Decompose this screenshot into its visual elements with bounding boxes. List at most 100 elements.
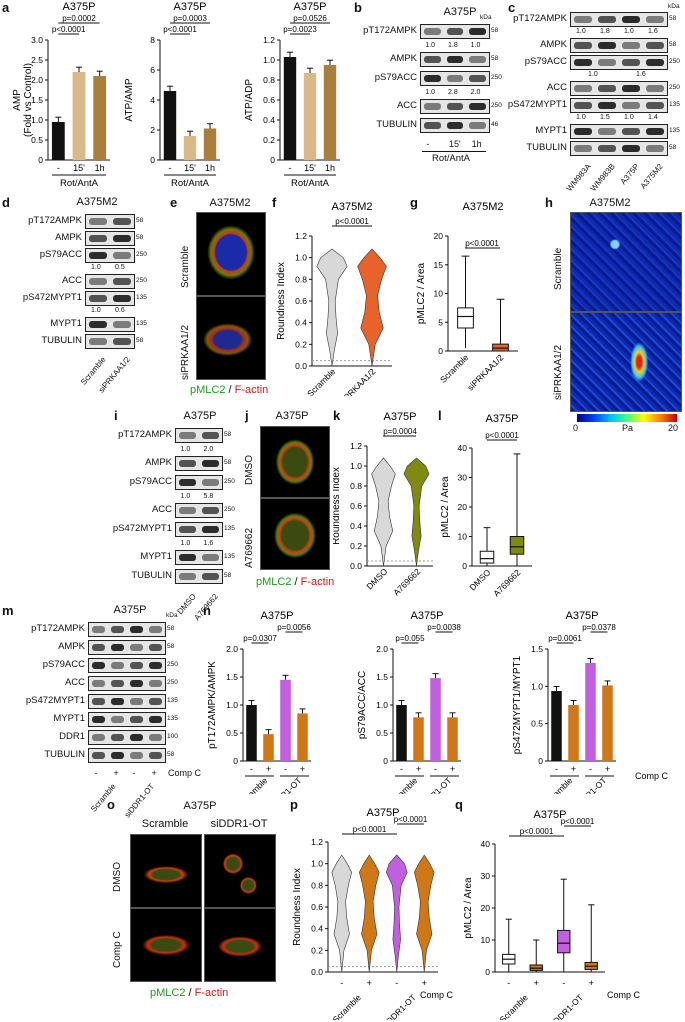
blot-lane-label: A375P bbox=[618, 162, 641, 187]
p-value: p<0.0001 bbox=[163, 25, 197, 34]
blot-band bbox=[89, 235, 107, 242]
blot-band bbox=[92, 662, 105, 669]
box bbox=[557, 929, 571, 954]
y-tick-label: 0.2 bbox=[311, 945, 323, 955]
blot-band bbox=[113, 218, 131, 225]
blot-kda-marker: 250 bbox=[491, 74, 502, 81]
p-value: p=0.0378 bbox=[582, 623, 616, 632]
y-tick-label: 1.5 bbox=[31, 95, 43, 105]
blot-kda-marker: 135 bbox=[136, 320, 147, 327]
blot-row-label: AMPK bbox=[145, 457, 172, 468]
y-tick-label: 1.0 bbox=[350, 461, 362, 471]
blot-quant-value: 1.6 bbox=[648, 28, 658, 35]
lane-label: Scramble bbox=[305, 366, 338, 396]
bar bbox=[246, 705, 257, 761]
panel-j-legend-red: F-actin bbox=[300, 576, 335, 588]
y-tick-label: 0.4 bbox=[350, 521, 362, 531]
blot-band bbox=[202, 479, 219, 486]
y-tick-label: 0.6 bbox=[311, 902, 323, 912]
panel-e-row-label-scramble: Scramble bbox=[180, 245, 191, 288]
panel-h-heatmap-sirna bbox=[570, 312, 682, 412]
bar bbox=[183, 136, 197, 160]
panel-h-title: A375M2 bbox=[589, 197, 631, 209]
p-value: p=0.0526 bbox=[293, 14, 327, 23]
panel-letter-n: n bbox=[203, 603, 211, 618]
chart-title: A375P bbox=[383, 411, 416, 423]
bar bbox=[568, 705, 579, 761]
blot-row-label: AMPK bbox=[540, 39, 567, 50]
group-label: Scramble bbox=[387, 775, 420, 794]
blot-band bbox=[111, 698, 124, 705]
chart-title: A375P bbox=[565, 610, 598, 622]
blot-band-row bbox=[175, 503, 223, 518]
blot-band-row bbox=[420, 52, 490, 67]
blot-band bbox=[598, 59, 616, 66]
blot-row-label: pS79ACC bbox=[39, 249, 82, 260]
blot-band bbox=[113, 252, 131, 259]
blot-band bbox=[446, 103, 464, 110]
y-tick-label: 2.0 bbox=[376, 644, 388, 654]
panel-letter-f: f bbox=[272, 195, 277, 210]
blot-kda-marker: 58 bbox=[136, 234, 144, 241]
blot-row-label: TUBULIN bbox=[376, 119, 417, 130]
p-value: p=0.0003 bbox=[173, 14, 207, 23]
blot-kda-marker: 250 bbox=[167, 661, 178, 668]
chart-title: A375P bbox=[366, 807, 399, 819]
blot-band bbox=[424, 28, 441, 35]
blot-band bbox=[446, 28, 464, 35]
panel-o-row-label-dmso: DMSO bbox=[112, 862, 123, 892]
blot-row-label: pS472MYPT1 bbox=[22, 292, 82, 303]
blot-row-label: MYPT1 bbox=[50, 318, 82, 329]
blot-kda-marker: 58 bbox=[136, 217, 144, 224]
blot-band bbox=[646, 102, 664, 109]
blot-band bbox=[113, 278, 131, 285]
blot-row-label: TUBULIN bbox=[131, 570, 172, 581]
y-tick-label: 1.0 bbox=[226, 700, 238, 710]
panel-letter-b: b bbox=[354, 0, 362, 15]
violin bbox=[385, 854, 408, 973]
x-tick-label: - bbox=[289, 163, 292, 173]
blot-quant-value: 1.0 bbox=[425, 42, 436, 49]
y-tick-label: 1.5 bbox=[226, 672, 238, 682]
blot-row-label: TUBULIN bbox=[526, 142, 567, 153]
panel-f-violin: A375M2 0.0 0.2 0.4 0.6 0.8 1.0 1.2 Roundness Ind… bbox=[276, 201, 392, 396]
blot-band-row bbox=[88, 730, 166, 745]
blot-band-row bbox=[570, 124, 668, 139]
sign-label: - bbox=[395, 978, 398, 988]
p-value: p=0.0038 bbox=[427, 623, 461, 632]
blot-row-label: ACC bbox=[396, 100, 417, 111]
panel-o-legend-sep: / bbox=[185, 987, 195, 999]
p-value: p=0.055 bbox=[395, 634, 425, 643]
blot-band bbox=[111, 680, 124, 687]
blot-band bbox=[111, 626, 124, 633]
p-value: p<0.0001 bbox=[561, 817, 595, 826]
blot-band-row bbox=[88, 748, 166, 763]
panel-o-title: A375P bbox=[183, 800, 217, 812]
blot-quant-value: 1.0 bbox=[576, 114, 586, 121]
y-tick-label: 2 bbox=[150, 125, 155, 135]
box bbox=[457, 307, 474, 329]
blot-band bbox=[92, 680, 105, 687]
blot-band bbox=[92, 752, 105, 759]
blot-band bbox=[130, 644, 143, 651]
blot-band bbox=[598, 102, 616, 109]
blot-kda-marker: 58 bbox=[669, 15, 677, 22]
panel-o-image-scramble-compc bbox=[130, 908, 202, 982]
blot-band bbox=[92, 716, 105, 723]
blot-quant-value: 1.0 bbox=[180, 493, 191, 500]
y-tick-label: 30 bbox=[458, 473, 468, 483]
x-tick-label: - bbox=[250, 764, 253, 774]
drug-label: Comp C bbox=[420, 990, 454, 1000]
blot-band-row bbox=[85, 231, 135, 246]
blot-band bbox=[469, 122, 486, 129]
blot-x-label: Rot/AntA bbox=[432, 153, 471, 164]
p-value: p=0.0023 bbox=[283, 25, 317, 34]
y-axis-label: ATP/ADP bbox=[244, 79, 255, 121]
blot-row-label: pS79ACC bbox=[42, 659, 85, 670]
y-tick-label: 0.0 bbox=[350, 561, 362, 571]
blot-sign-label: + bbox=[113, 768, 119, 778]
y-tick-label: 4 bbox=[150, 95, 155, 105]
blot-band bbox=[469, 28, 486, 35]
blot-kda-marker: 58 bbox=[491, 55, 499, 62]
